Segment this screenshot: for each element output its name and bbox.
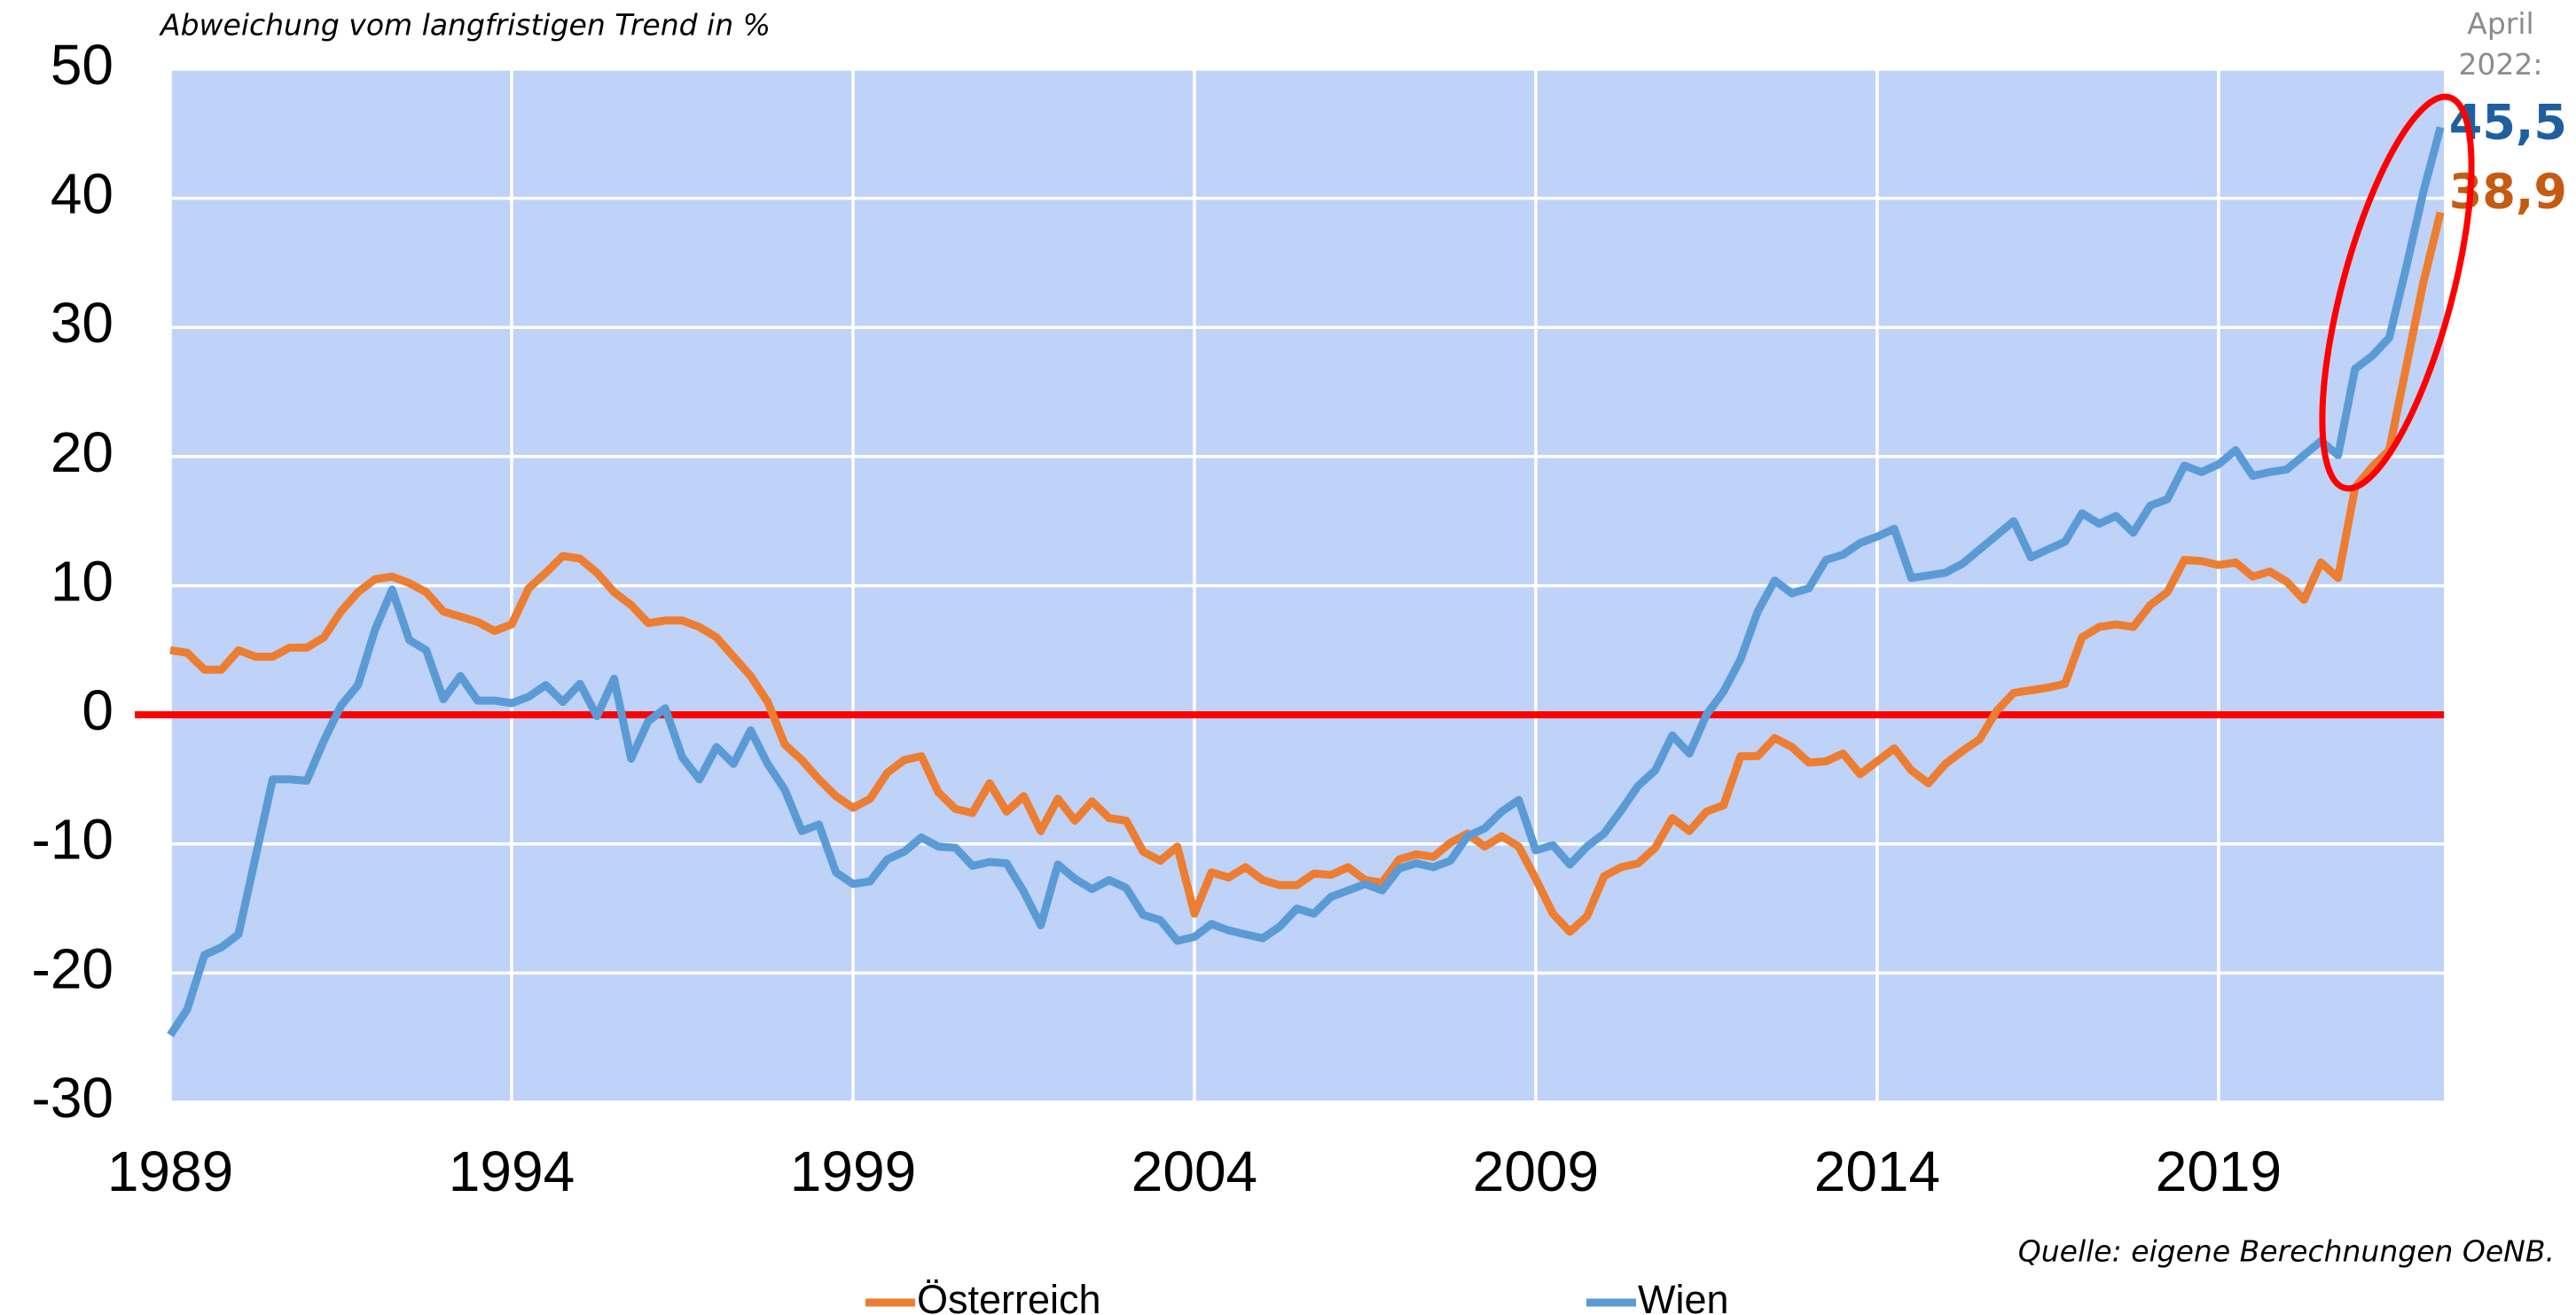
y-tick-label: -20 <box>32 936 114 1000</box>
y-tick-label: 30 <box>51 291 114 355</box>
x-tick-label: 1999 <box>790 1139 916 1203</box>
y-tick-label: 0 <box>82 678 114 742</box>
x-tick-label: 1994 <box>449 1139 575 1203</box>
legend-label: Wien <box>1638 1277 1729 1315</box>
x-tick-label: 2009 <box>1473 1139 1599 1203</box>
annotation: April 2022: <box>2458 6 2543 82</box>
x-tick-label: 2004 <box>1131 1139 1257 1203</box>
series-line <box>167 126 2445 1037</box>
x-tick-label: 2019 <box>2156 1139 2282 1203</box>
y-tick-label: 20 <box>51 420 114 484</box>
x-tick-label: 2014 <box>1814 1139 1940 1203</box>
x-tick-label: 1989 <box>107 1139 233 1203</box>
y-tick-label: -30 <box>32 1066 114 1130</box>
series-line <box>169 211 2445 936</box>
chart-subtitle: Abweichung vom langfristigen Trend in % <box>159 8 771 43</box>
y-tick-label: -10 <box>32 808 114 872</box>
highlight-ellipse <box>2319 93 2475 492</box>
source: Quelle: eigene Berechnungen OeNB. <box>2018 1234 2555 1269</box>
y-tick-label: 50 <box>51 33 114 97</box>
y-tick-label: 40 <box>51 162 114 226</box>
y-tick-label: 10 <box>51 549 114 613</box>
legend-label: Österreich <box>917 1277 1101 1315</box>
